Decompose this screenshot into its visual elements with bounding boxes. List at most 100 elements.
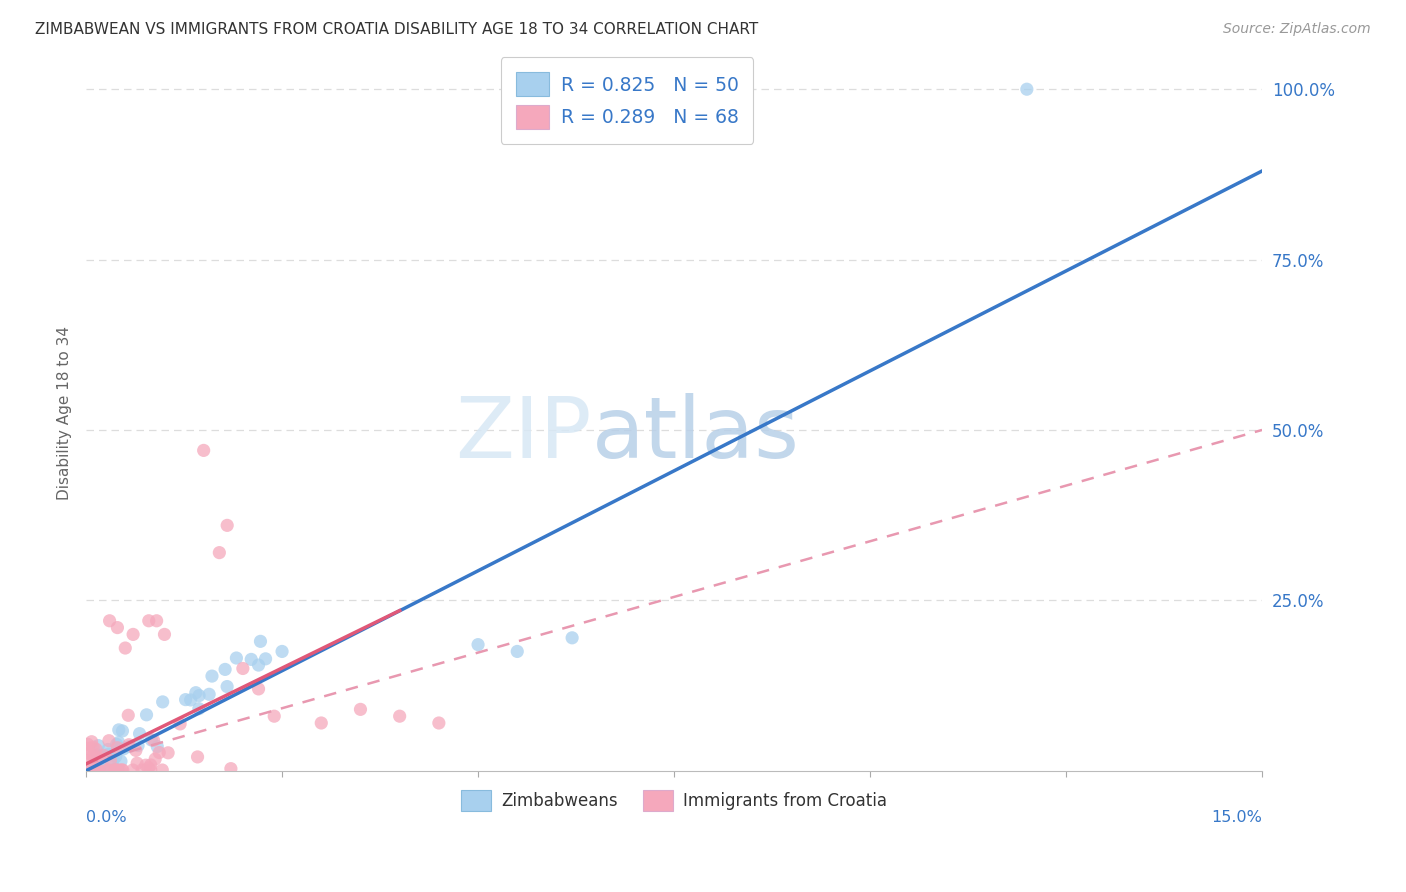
Point bbox=[125, 743, 148, 757]
Point bbox=[76, 741, 98, 756]
Point bbox=[217, 518, 239, 533]
Point bbox=[180, 693, 202, 707]
Point bbox=[146, 739, 169, 754]
Point bbox=[247, 681, 270, 696]
Point bbox=[142, 733, 165, 747]
Point bbox=[104, 763, 127, 777]
Text: ZIP: ZIP bbox=[456, 392, 592, 476]
Point bbox=[127, 739, 149, 753]
Point bbox=[82, 752, 104, 766]
Point bbox=[80, 735, 103, 749]
Point bbox=[77, 747, 100, 761]
Point bbox=[111, 763, 134, 777]
Point bbox=[561, 631, 583, 645]
Text: ZIMBABWEAN VS IMMIGRANTS FROM CROATIA DISABILITY AGE 18 TO 34 CORRELATION CHART: ZIMBABWEAN VS IMMIGRANTS FROM CROATIA DI… bbox=[35, 22, 758, 37]
Point bbox=[111, 723, 134, 738]
Point bbox=[214, 662, 236, 676]
Point bbox=[79, 763, 101, 777]
Point bbox=[86, 748, 108, 763]
Point bbox=[187, 702, 209, 716]
Point bbox=[103, 762, 125, 776]
Point bbox=[1015, 82, 1038, 96]
Point bbox=[91, 756, 114, 771]
Point bbox=[388, 709, 411, 723]
Point bbox=[148, 746, 170, 760]
Point bbox=[128, 726, 150, 740]
Text: 0.0%: 0.0% bbox=[86, 810, 127, 825]
Point bbox=[152, 695, 174, 709]
Point bbox=[114, 640, 136, 655]
Point bbox=[139, 758, 162, 772]
Point bbox=[169, 717, 191, 731]
Point bbox=[107, 723, 129, 737]
Point bbox=[217, 680, 239, 694]
Point bbox=[77, 763, 100, 777]
Point bbox=[249, 634, 271, 648]
Point bbox=[122, 627, 145, 641]
Point bbox=[87, 751, 110, 765]
Point bbox=[76, 763, 98, 777]
Point bbox=[110, 754, 132, 768]
Point bbox=[83, 763, 105, 777]
Point bbox=[105, 763, 128, 777]
Point bbox=[97, 763, 120, 777]
Point bbox=[86, 763, 108, 777]
Text: atlas: atlas bbox=[592, 392, 800, 476]
Point bbox=[150, 763, 173, 777]
Point bbox=[97, 742, 120, 756]
Point bbox=[97, 733, 120, 747]
Point bbox=[118, 739, 141, 754]
Point bbox=[82, 763, 104, 777]
Text: 15.0%: 15.0% bbox=[1211, 810, 1263, 825]
Point bbox=[77, 761, 100, 775]
Point bbox=[96, 763, 118, 777]
Point bbox=[111, 763, 134, 777]
Point bbox=[201, 669, 224, 683]
Point bbox=[98, 614, 121, 628]
Point bbox=[184, 686, 207, 700]
Point bbox=[107, 763, 129, 777]
Point bbox=[82, 763, 104, 777]
Point bbox=[82, 760, 104, 774]
Point bbox=[96, 763, 118, 777]
Point bbox=[467, 638, 489, 652]
Point bbox=[187, 750, 209, 764]
Point bbox=[145, 614, 167, 628]
Point bbox=[157, 746, 180, 760]
Point bbox=[138, 761, 160, 775]
Point bbox=[79, 763, 101, 777]
Point bbox=[219, 762, 242, 776]
Point bbox=[208, 546, 231, 560]
Point bbox=[80, 763, 103, 777]
Point bbox=[506, 644, 529, 658]
Point bbox=[100, 753, 122, 767]
Point bbox=[143, 752, 166, 766]
Point bbox=[86, 763, 108, 777]
Point bbox=[77, 763, 100, 777]
Point bbox=[135, 707, 157, 722]
Point bbox=[271, 644, 294, 658]
Text: Source: ZipAtlas.com: Source: ZipAtlas.com bbox=[1223, 22, 1371, 37]
Legend: Zimbabweans, Immigrants from Croatia: Zimbabweans, Immigrants from Croatia bbox=[453, 781, 896, 820]
Point bbox=[225, 651, 247, 665]
Point bbox=[82, 748, 104, 763]
Point bbox=[309, 716, 332, 731]
Point bbox=[263, 709, 285, 723]
Point bbox=[141, 733, 163, 747]
Point bbox=[135, 758, 157, 772]
Point bbox=[138, 614, 160, 628]
Point bbox=[105, 740, 128, 755]
Point bbox=[107, 621, 129, 635]
Point bbox=[97, 747, 120, 762]
Point bbox=[349, 702, 371, 716]
Point bbox=[90, 763, 112, 777]
Point bbox=[193, 443, 215, 458]
Point bbox=[76, 762, 98, 776]
Point bbox=[107, 735, 129, 749]
Point bbox=[174, 692, 197, 706]
Point bbox=[76, 763, 98, 777]
Point bbox=[103, 753, 125, 767]
Point bbox=[131, 763, 153, 777]
Point bbox=[127, 756, 149, 771]
Point bbox=[82, 740, 104, 755]
